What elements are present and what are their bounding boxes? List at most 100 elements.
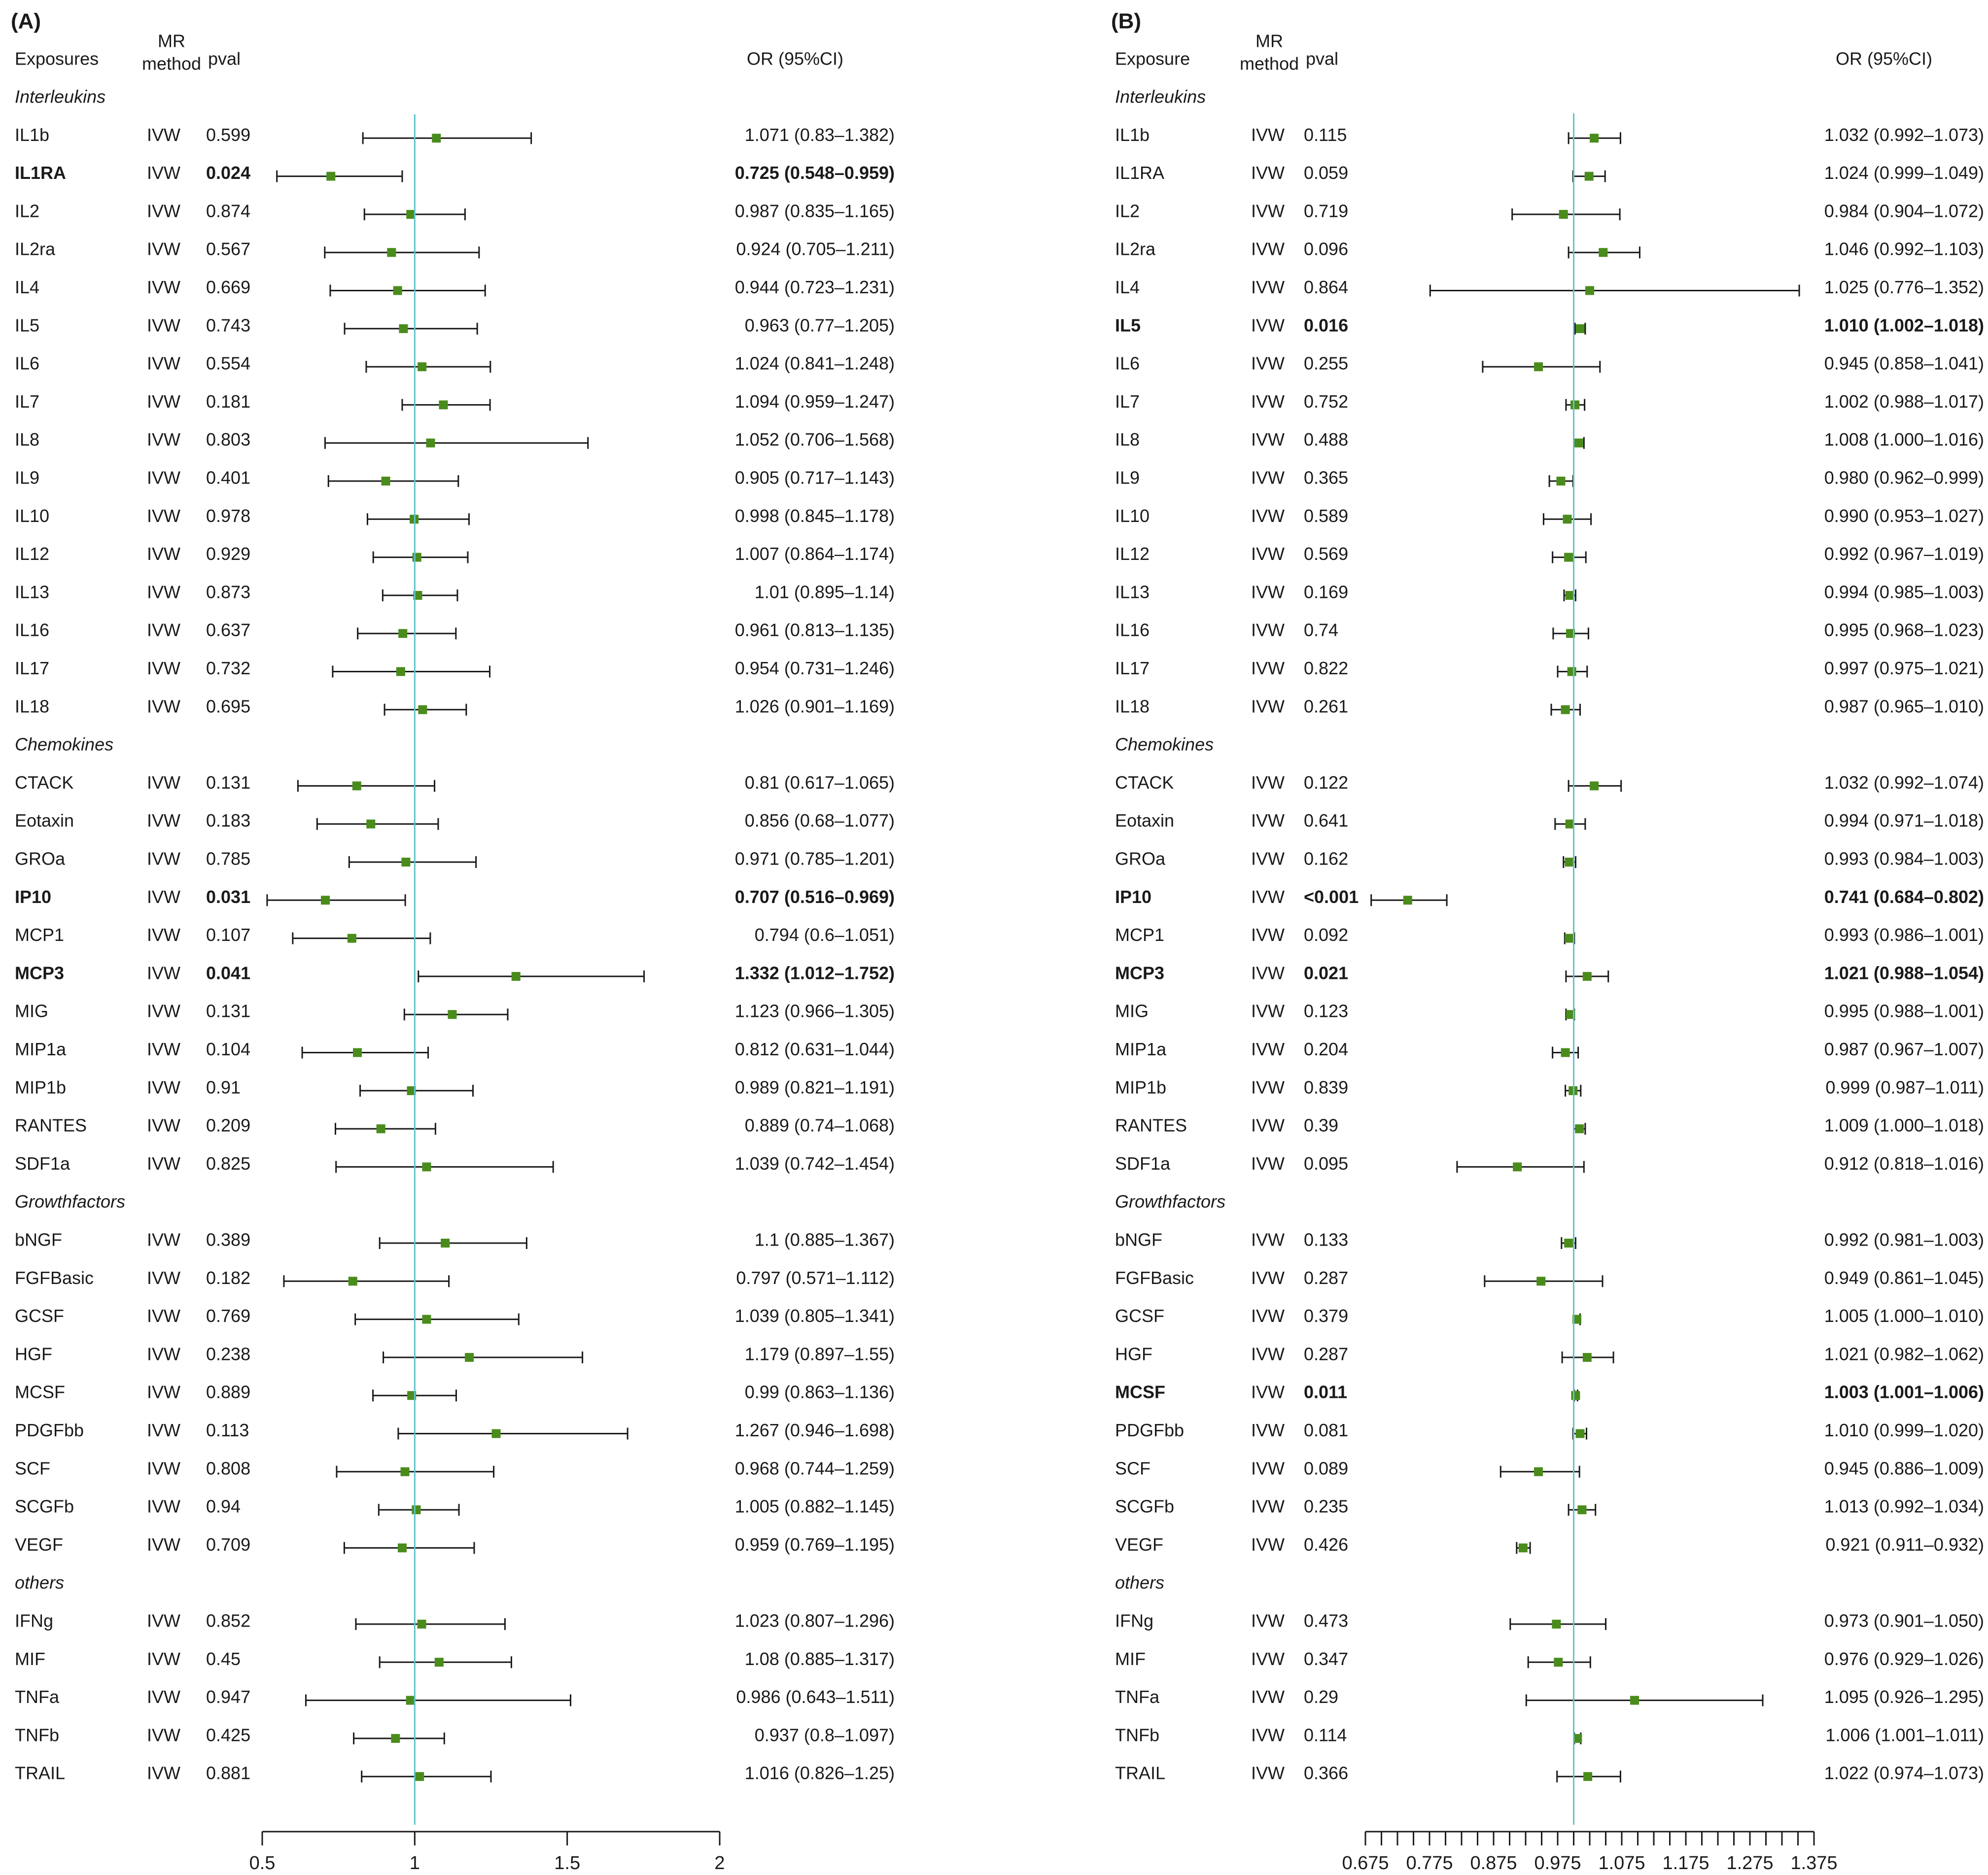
group-label: others [1115, 1572, 1164, 1593]
point-estimate [352, 781, 361, 791]
exposure-label: TNFb [1115, 1725, 1159, 1745]
pval-label: 0.059 [1304, 163, 1348, 183]
table-row: MCP3 IVW 0.021 1.021 (0.988–1.054) [1115, 963, 1984, 983]
pval-label: 0.162 [1304, 849, 1348, 869]
point-estimate [412, 553, 421, 562]
or-ci-label: 0.971 (0.785–1.201) [735, 849, 895, 869]
exposure-label: IL18 [15, 696, 49, 716]
or-ci-label: 1.179 (0.897–1.55) [745, 1344, 895, 1364]
point-estimate [1590, 134, 1599, 143]
point-estimate [1582, 1353, 1592, 1362]
point-estimate [381, 477, 390, 486]
table-row: IL18 IVW 0.695 1.026 (0.901–1.169) [15, 696, 895, 716]
table-row: IL10 IVW 0.978 0.998 (0.845–1.178) [15, 506, 895, 526]
pval-label: 0.39 [1304, 1115, 1338, 1136]
exposure-label: IL2ra [1115, 239, 1156, 259]
pval-label: 0.041 [206, 963, 250, 983]
point-estimate [1577, 1505, 1587, 1515]
header-or-ci: OR (95%CI) [747, 49, 843, 69]
header-pval: pval [1306, 49, 1338, 69]
pval-label: 0.94 [206, 1496, 241, 1517]
or-ci-label: 0.995 (0.968–1.023) [1824, 620, 1984, 640]
or-ci-label: 0.812 (0.631–1.044) [735, 1039, 895, 1059]
table-row: IL5 IVW 0.016 1.010 (1.002–1.018) [1115, 315, 1984, 335]
point-estimate [397, 1543, 407, 1553]
table-row: MCP1 IVW 0.107 0.794 (0.6–1.051) [15, 925, 895, 945]
or-ci-label: 0.968 (0.744–1.259) [735, 1458, 895, 1478]
pval-label: 0.024 [206, 163, 250, 183]
pval-label: 0.011 [1304, 1382, 1347, 1402]
point-estimate [1534, 1467, 1543, 1476]
pval-label: 0.873 [206, 582, 250, 602]
method-label: IVW [147, 887, 180, 907]
pval-label: 0.131 [206, 772, 250, 793]
pval-label: 0.825 [206, 1153, 250, 1174]
table-row: IL2 IVW 0.719 0.984 (0.904–1.072) [1115, 201, 1984, 221]
method-label: IVW [1251, 239, 1285, 259]
exposure-label: Eotaxin [15, 810, 74, 831]
exposure-label: IL4 [1115, 277, 1140, 297]
pval-label: 0.769 [206, 1306, 250, 1326]
table-row: RANTES IVW 0.39 1.009 (1.000–1.018) [1115, 1115, 1984, 1136]
group-label: Interleukins [15, 87, 105, 107]
or-ci-label: 1.003 (1.001–1.006) [1824, 1382, 1984, 1402]
exposure-label: SCF [1115, 1458, 1151, 1478]
or-ci-label: 1.1 (0.885–1.367) [755, 1230, 895, 1250]
or-ci-label: 0.937 (0.8–1.097) [755, 1725, 895, 1745]
method-label: IVW [147, 468, 180, 488]
exposure-label: IL10 [15, 506, 49, 526]
method-label: IVW [147, 391, 180, 412]
point-estimate [406, 1696, 415, 1705]
method-label: IVW [147, 1382, 180, 1402]
pval-label: 0.089 [1304, 1458, 1348, 1478]
table-row: TNFb IVW 0.114 1.006 (1.001–1.011) [1115, 1725, 1984, 1745]
exposure-label: IL8 [1115, 429, 1140, 450]
exposure-label: IL2ra [15, 239, 56, 259]
point-estimate [418, 705, 427, 714]
table-row: VEGF IVW 0.709 0.959 (0.769–1.195) [15, 1534, 895, 1555]
exposure-label: RANTES [15, 1115, 87, 1136]
exposure-label: VEGF [1115, 1534, 1163, 1555]
pval-label: 0.169 [1304, 582, 1348, 602]
point-estimate [1564, 553, 1573, 562]
method-label: IVW [1251, 1039, 1285, 1059]
table-row: bNGF IVW 0.389 1.1 (0.885–1.367) [15, 1230, 895, 1250]
point-estimate [422, 1162, 431, 1172]
pval-label: 0.113 [206, 1420, 249, 1440]
header-method: method [142, 54, 201, 74]
exposure-label: FGFBasic [1115, 1268, 1194, 1288]
point-estimate [448, 1010, 457, 1019]
pval-label: 0.473 [1304, 1611, 1348, 1631]
method-label: IVW [1251, 1611, 1285, 1631]
exposure-label: MIG [15, 1001, 48, 1021]
method-label: IVW [147, 1534, 180, 1555]
table-row: IL9 IVW 0.365 0.980 (0.962–0.999) [1115, 468, 1984, 488]
method-label: IVW [1251, 772, 1285, 793]
or-ci-label: 1.023 (0.807–1.296) [735, 1611, 895, 1631]
exposure-label: bNGF [15, 1230, 62, 1250]
exposure-label: TRAIL [15, 1763, 65, 1783]
table-row: GROa IVW 0.162 0.993 (0.984–1.003) [1115, 849, 1984, 869]
tick-label: 1.175 [1662, 1853, 1709, 1874]
panel-label: (B) [1111, 9, 1141, 34]
table-row: IL2 IVW 0.874 0.987 (0.835–1.165) [15, 201, 895, 221]
point-estimate [1556, 477, 1566, 486]
point-estimate [417, 1620, 426, 1629]
pval-label: 0.366 [1304, 1763, 1348, 1783]
or-ci-label: 0.961 (0.813–1.135) [735, 620, 895, 640]
table-row: IL6 IVW 0.554 1.024 (0.841–1.248) [15, 353, 895, 374]
method-label: IVW [147, 1496, 180, 1517]
or-ci-label: 0.980 (0.962–0.999) [1824, 468, 1984, 488]
exposure-label: IL4 [15, 277, 39, 297]
exposure-label: IL6 [15, 353, 39, 374]
table-row: IFNg IVW 0.852 1.023 (0.807–1.296) [15, 1611, 895, 1631]
or-ci-label: 0.990 (0.953–1.027) [1824, 506, 1984, 526]
or-ci-label: 0.944 (0.723–1.231) [735, 277, 895, 297]
pval-label: 0.016 [1304, 315, 1348, 335]
exposure-label: MCP1 [15, 925, 64, 945]
exposure-label: CTACK [15, 772, 73, 793]
table-row: IL4 IVW 0.669 0.944 (0.723–1.231) [15, 277, 895, 297]
point-estimate [1567, 667, 1576, 676]
pval-label: 0.115 [1304, 125, 1347, 145]
table-row: MIP1a IVW 0.204 0.987 (0.967–1.007) [1115, 1039, 1984, 1059]
